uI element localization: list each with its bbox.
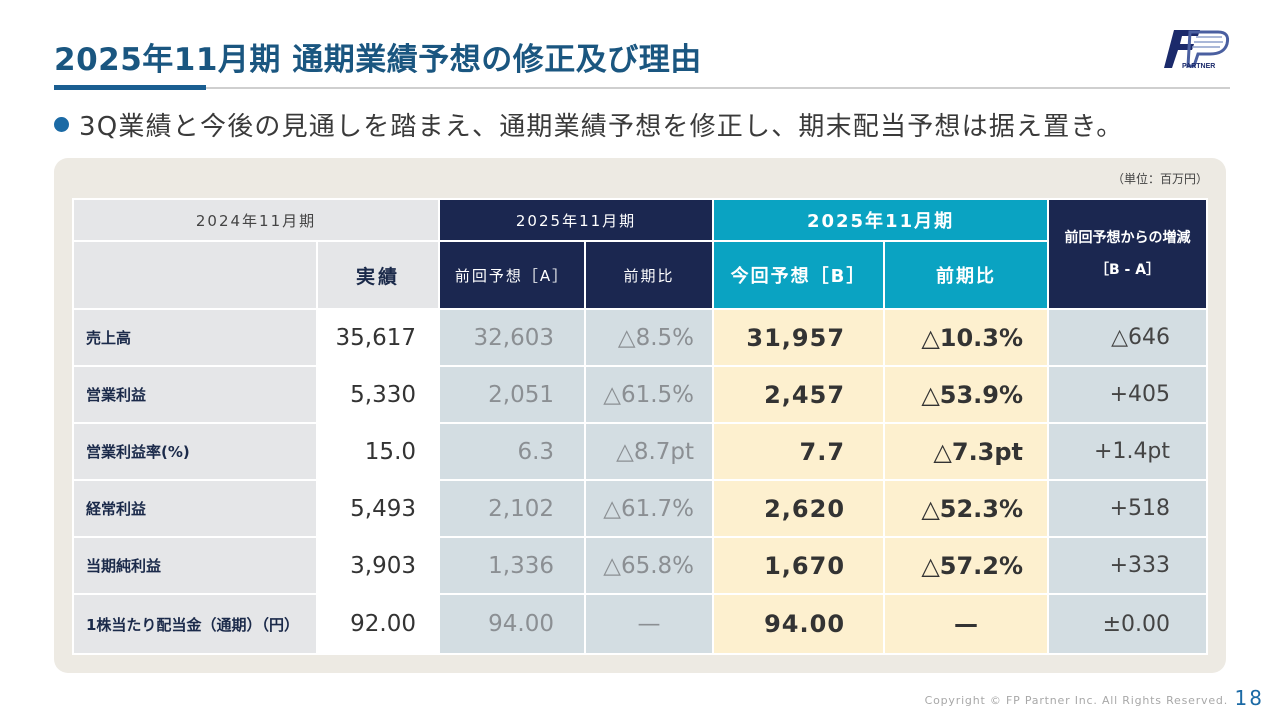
header-diff-line1: 前回予想からの増減 xyxy=(1064,230,1191,246)
new-yoy-value: △7.3pt xyxy=(883,422,1050,481)
prev-yoy-value: △61.7% xyxy=(584,479,715,538)
summary-text: 3Q業績と今後の見通しを踏まえ、通期業績予想を修正し、期末配当予想は据え置き。 xyxy=(79,112,1124,142)
diff-value: +1.4pt xyxy=(1047,422,1209,481)
actual-value: 5,330 xyxy=(315,365,441,424)
table-row: 経常利益 5,493 2,102 △61.7% 2,620 △52.3% +51… xyxy=(72,479,1209,538)
prev-forecast-value: 94.00 xyxy=(438,593,587,655)
row-label: 当期純利益 xyxy=(72,536,318,595)
row-label: 営業利益率(%) xyxy=(72,422,318,481)
actual-value: 15.0 xyxy=(315,422,441,481)
prev-yoy-value: △61.5% xyxy=(584,365,715,424)
actual-value: 92.00 xyxy=(315,593,441,655)
prev-forecast-value: 2,102 xyxy=(438,479,587,538)
new-forecast-value: 1,670 xyxy=(712,536,886,595)
header-fy2025-new: 2025年11月期 xyxy=(712,198,1050,242)
unit-label: （単位：百万円） xyxy=(1111,172,1208,186)
diff-value: +405 xyxy=(1047,365,1209,424)
forecast-table: 2024年11月期 2025年11月期 2025年11月期 前回予想からの増減 … xyxy=(71,198,1209,655)
fp-partner-logo: PARTNER xyxy=(1160,24,1232,74)
new-forecast-value: 31,957 xyxy=(712,308,886,367)
prev-yoy-value: — xyxy=(584,593,715,655)
header-fy2025-prev: 2025年11月期 xyxy=(438,198,715,242)
row-label: 営業利益 xyxy=(72,365,318,424)
new-yoy-value: △10.3% xyxy=(883,308,1050,367)
table-row: 1株当たり配当金（通期）（円） 92.00 94.00 — 94.00 — ±0… xyxy=(72,593,1209,655)
diff-value: +333 xyxy=(1047,536,1209,595)
forecast-panel: （単位：百万円） 2024年11月期 2025年11月期 2025年11月期 前… xyxy=(54,158,1226,673)
prev-yoy-value: △8.5% xyxy=(584,308,715,367)
diff-value: △646 xyxy=(1047,308,1209,367)
table-row: 営業利益率(%) 15.0 6.3 △8.7pt 7.7 △7.3pt +1.4… xyxy=(72,422,1209,481)
prev-forecast-value: 2,051 xyxy=(438,365,587,424)
page-number: 18 xyxy=(1234,686,1264,710)
actual-value: 5,493 xyxy=(315,479,441,538)
table-row: 営業利益 5,330 2,051 △61.5% 2,457 △53.9% +40… xyxy=(72,365,1209,424)
row-label: 1株当たり配当金（通期）（円） xyxy=(72,593,318,655)
table-row: 当期純利益 3,903 1,336 △65.8% 1,670 △57.2% +3… xyxy=(72,536,1209,595)
prev-forecast-value: 32,603 xyxy=(438,308,587,367)
summary-bullet: 3Q業績と今後の見通しを踏まえ、通期業績予想を修正し、期末配当予想は据え置き。 xyxy=(54,106,1124,143)
row-label: 売上高 xyxy=(72,308,318,367)
new-forecast-value: 2,620 xyxy=(712,479,886,538)
actual-value: 35,617 xyxy=(315,308,441,367)
title-accent-bar xyxy=(54,85,206,90)
table-row: 売上高 35,617 32,603 △8.5% 31,957 △10.3% △6… xyxy=(72,308,1209,367)
actual-value: 3,903 xyxy=(315,536,441,595)
header-new-yoy: 前期比 xyxy=(883,240,1050,310)
new-forecast-value: 2,457 xyxy=(712,365,886,424)
prev-forecast-value: 1,336 xyxy=(438,536,587,595)
new-forecast-value: 7.7 xyxy=(712,422,886,481)
page-title: 2025年11月期 通期業績予想の修正及び理由 xyxy=(54,42,702,78)
header-label-blank xyxy=(72,240,318,310)
new-yoy-value: △53.9% xyxy=(883,365,1050,424)
title-divider xyxy=(54,87,1230,89)
prev-yoy-value: △65.8% xyxy=(584,536,715,595)
row-label: 経常利益 xyxy=(72,479,318,538)
new-yoy-value: △52.3% xyxy=(883,479,1050,538)
new-forecast-value: 94.00 xyxy=(712,593,886,655)
prev-yoy-value: △8.7pt xyxy=(584,422,715,481)
prev-forecast-value: 6.3 xyxy=(438,422,587,481)
header-prev-yoy: 前期比 xyxy=(584,240,715,310)
diff-value: ±0.00 xyxy=(1047,593,1209,655)
copyright-footer: Copyright © FP Partner Inc. All Rights R… xyxy=(924,694,1228,707)
svg-text:PARTNER: PARTNER xyxy=(1182,63,1215,70)
header-diff: 前回予想からの増減 ［B - A］ xyxy=(1047,198,1209,310)
diff-value: +518 xyxy=(1047,479,1209,538)
header-fy2024: 2024年11月期 xyxy=(71,198,441,242)
header-diff-line2: ［B - A］ xyxy=(1094,262,1161,278)
header-actual: 実績 xyxy=(315,240,441,310)
header-prev-forecast: 前回予想［A］ xyxy=(438,240,587,310)
bullet-dot-icon xyxy=(54,117,69,132)
new-yoy-value: △57.2% xyxy=(883,536,1050,595)
header-new-forecast: 今回予想［B］ xyxy=(712,240,886,310)
new-yoy-value: — xyxy=(883,593,1050,655)
